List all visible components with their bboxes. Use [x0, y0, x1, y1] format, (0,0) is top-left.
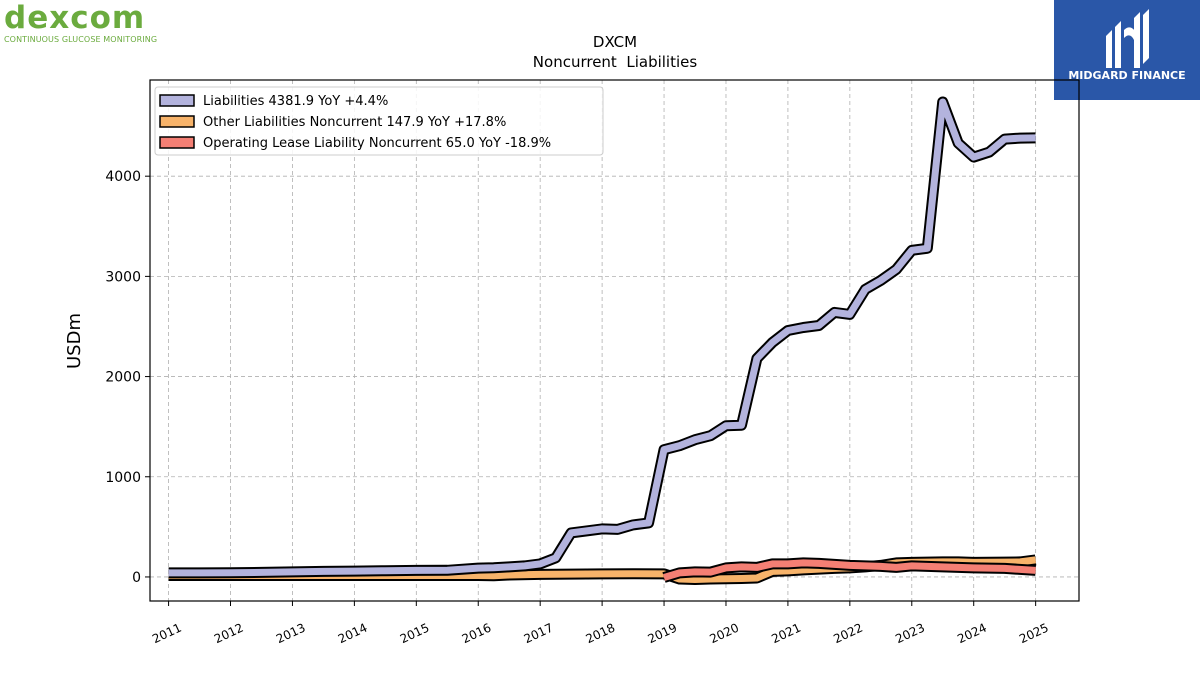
- x-tick-label: 2018: [584, 621, 618, 647]
- grid: [150, 80, 1079, 601]
- x-tick-label: 2022: [831, 621, 865, 647]
- x-tick-label: 2012: [212, 621, 246, 647]
- chart-subtitle: Noncurrent Liabilities: [533, 53, 698, 71]
- midgard-finance-logo: MIDGARD FINANCE: [1054, 0, 1200, 100]
- x-tick-label: 2019: [646, 621, 680, 647]
- y-tick-label: 0: [132, 570, 141, 586]
- series-line-0: [168, 98, 1036, 577]
- x-tick-label: 2014: [336, 621, 370, 647]
- x-tick-label: 2013: [274, 621, 308, 647]
- x-tick-label: 2017: [522, 621, 556, 647]
- legend-label-1: Other Liabilities Noncurrent 147.9 YoY +…: [203, 115, 506, 130]
- x-tick-label: 2023: [893, 621, 927, 647]
- partner-name: MIDGARD FINANCE: [1068, 69, 1186, 82]
- x-tick-label: 2025: [1017, 621, 1051, 647]
- legend-swatch-0: [159, 94, 195, 107]
- y-axis: 0 1000 2000 3000 4000: [105, 169, 150, 586]
- x-tick-label: 2011: [150, 621, 184, 647]
- y-tick-label: 2000: [105, 370, 141, 386]
- legend-swatch-2: [159, 136, 195, 149]
- series-line-2: [663, 559, 1036, 581]
- legend-label-0: Liabilities 4381.9 YoY +4.4%: [203, 94, 388, 109]
- x-tick-label: 2020: [707, 621, 741, 647]
- x-tick-label: 2021: [769, 621, 803, 647]
- brand-wordmark: dexcom: [4, 0, 146, 36]
- y-axis-label: USDm: [64, 313, 85, 369]
- legend-box: [154, 86, 604, 156]
- midgard-emblem-icon: [1106, 9, 1149, 68]
- x-tick-label: 2016: [460, 621, 494, 647]
- chart-title: DXCM: [593, 33, 637, 51]
- x-axis: 2011 2012 2013 2014 2015 2016 2017 2018 2019 2020…: [150, 601, 1051, 646]
- brand-tagline: CONTINUOUS GLUCOSE MONITORING: [4, 35, 158, 44]
- legend-swatch-1: [159, 115, 195, 128]
- y-tick-label: 1000: [105, 470, 141, 486]
- legend: Liabilities 4381.9 YoY +4.4% Other Liabil…: [154, 86, 604, 156]
- plot-frame: [149, 79, 1080, 602]
- plot-series: [168, 96, 1037, 585]
- x-tick-label: 2024: [955, 621, 989, 647]
- y-tick-label: 4000: [105, 169, 141, 185]
- dexcom-logo: dexcom CONTINUOUS GLUCOSE MONITORING: [4, 2, 174, 46]
- y-tick-label: 3000: [105, 269, 141, 285]
- x-tick-label: 2015: [398, 621, 432, 647]
- legend-label-2: Operating Lease Liability Noncurrent 65.…: [203, 136, 551, 151]
